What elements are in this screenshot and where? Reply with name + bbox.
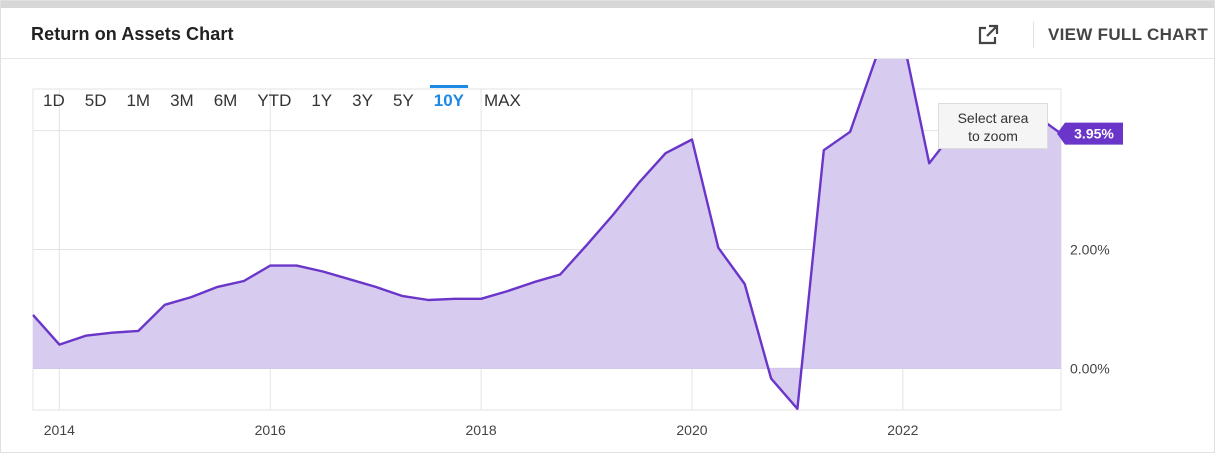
range-3y[interactable]: 3Y xyxy=(352,91,373,110)
chart-area[interactable]: 0.00%2.00%4.00%201420162018202020223.95%… xyxy=(1,36,1214,452)
range-5y[interactable]: 5Y xyxy=(392,91,414,110)
range-1y[interactable]: 1Y xyxy=(311,91,333,110)
range-ytd[interactable]: YTD xyxy=(257,91,292,110)
x-tick-label: 2018 xyxy=(466,422,497,438)
range-selector: 1D 5D 1M 3M 6M YTD 1Y 3Y 5Y 10Y MAX xyxy=(33,85,531,119)
last-value-label: 3.95% xyxy=(1074,126,1114,142)
view-full-chart-link[interactable]: VIEW FULL CHART xyxy=(1048,25,1209,44)
x-tick-label: 2014 xyxy=(44,422,75,438)
top-strip xyxy=(1,1,1214,8)
zoom-hint-line1: Select area xyxy=(957,110,1029,126)
range-3m[interactable]: 3M xyxy=(170,91,194,110)
range-6m[interactable]: 6M xyxy=(213,91,238,110)
zoom-hint: Select area to zoom xyxy=(938,103,1048,149)
zoom-hint-line2: to zoom xyxy=(968,128,1018,144)
range-10y[interactable]: 10Y xyxy=(424,85,474,119)
range-5d[interactable]: 5D xyxy=(84,91,107,110)
y-tick-label: 2.00% xyxy=(1070,242,1110,258)
range-max[interactable]: MAX xyxy=(483,91,521,110)
area-fill xyxy=(33,37,1061,409)
external-link-icon[interactable] xyxy=(976,23,1000,47)
widget-title: Return on Assets Chart xyxy=(31,24,234,44)
last-value-badge xyxy=(1057,122,1123,145)
x-tick-label: 2016 xyxy=(255,422,286,438)
x-tick-label: 2022 xyxy=(887,422,918,438)
x-tick-label: 2020 xyxy=(676,422,707,438)
range-1m[interactable]: 1M xyxy=(126,91,151,110)
y-tick-label: 0.00% xyxy=(1070,360,1110,376)
widget-header: Return on Assets Chart VIEW FULL CHART xyxy=(1,8,1214,59)
range-1d[interactable]: 1D xyxy=(43,91,65,110)
header-divider xyxy=(1033,22,1034,48)
